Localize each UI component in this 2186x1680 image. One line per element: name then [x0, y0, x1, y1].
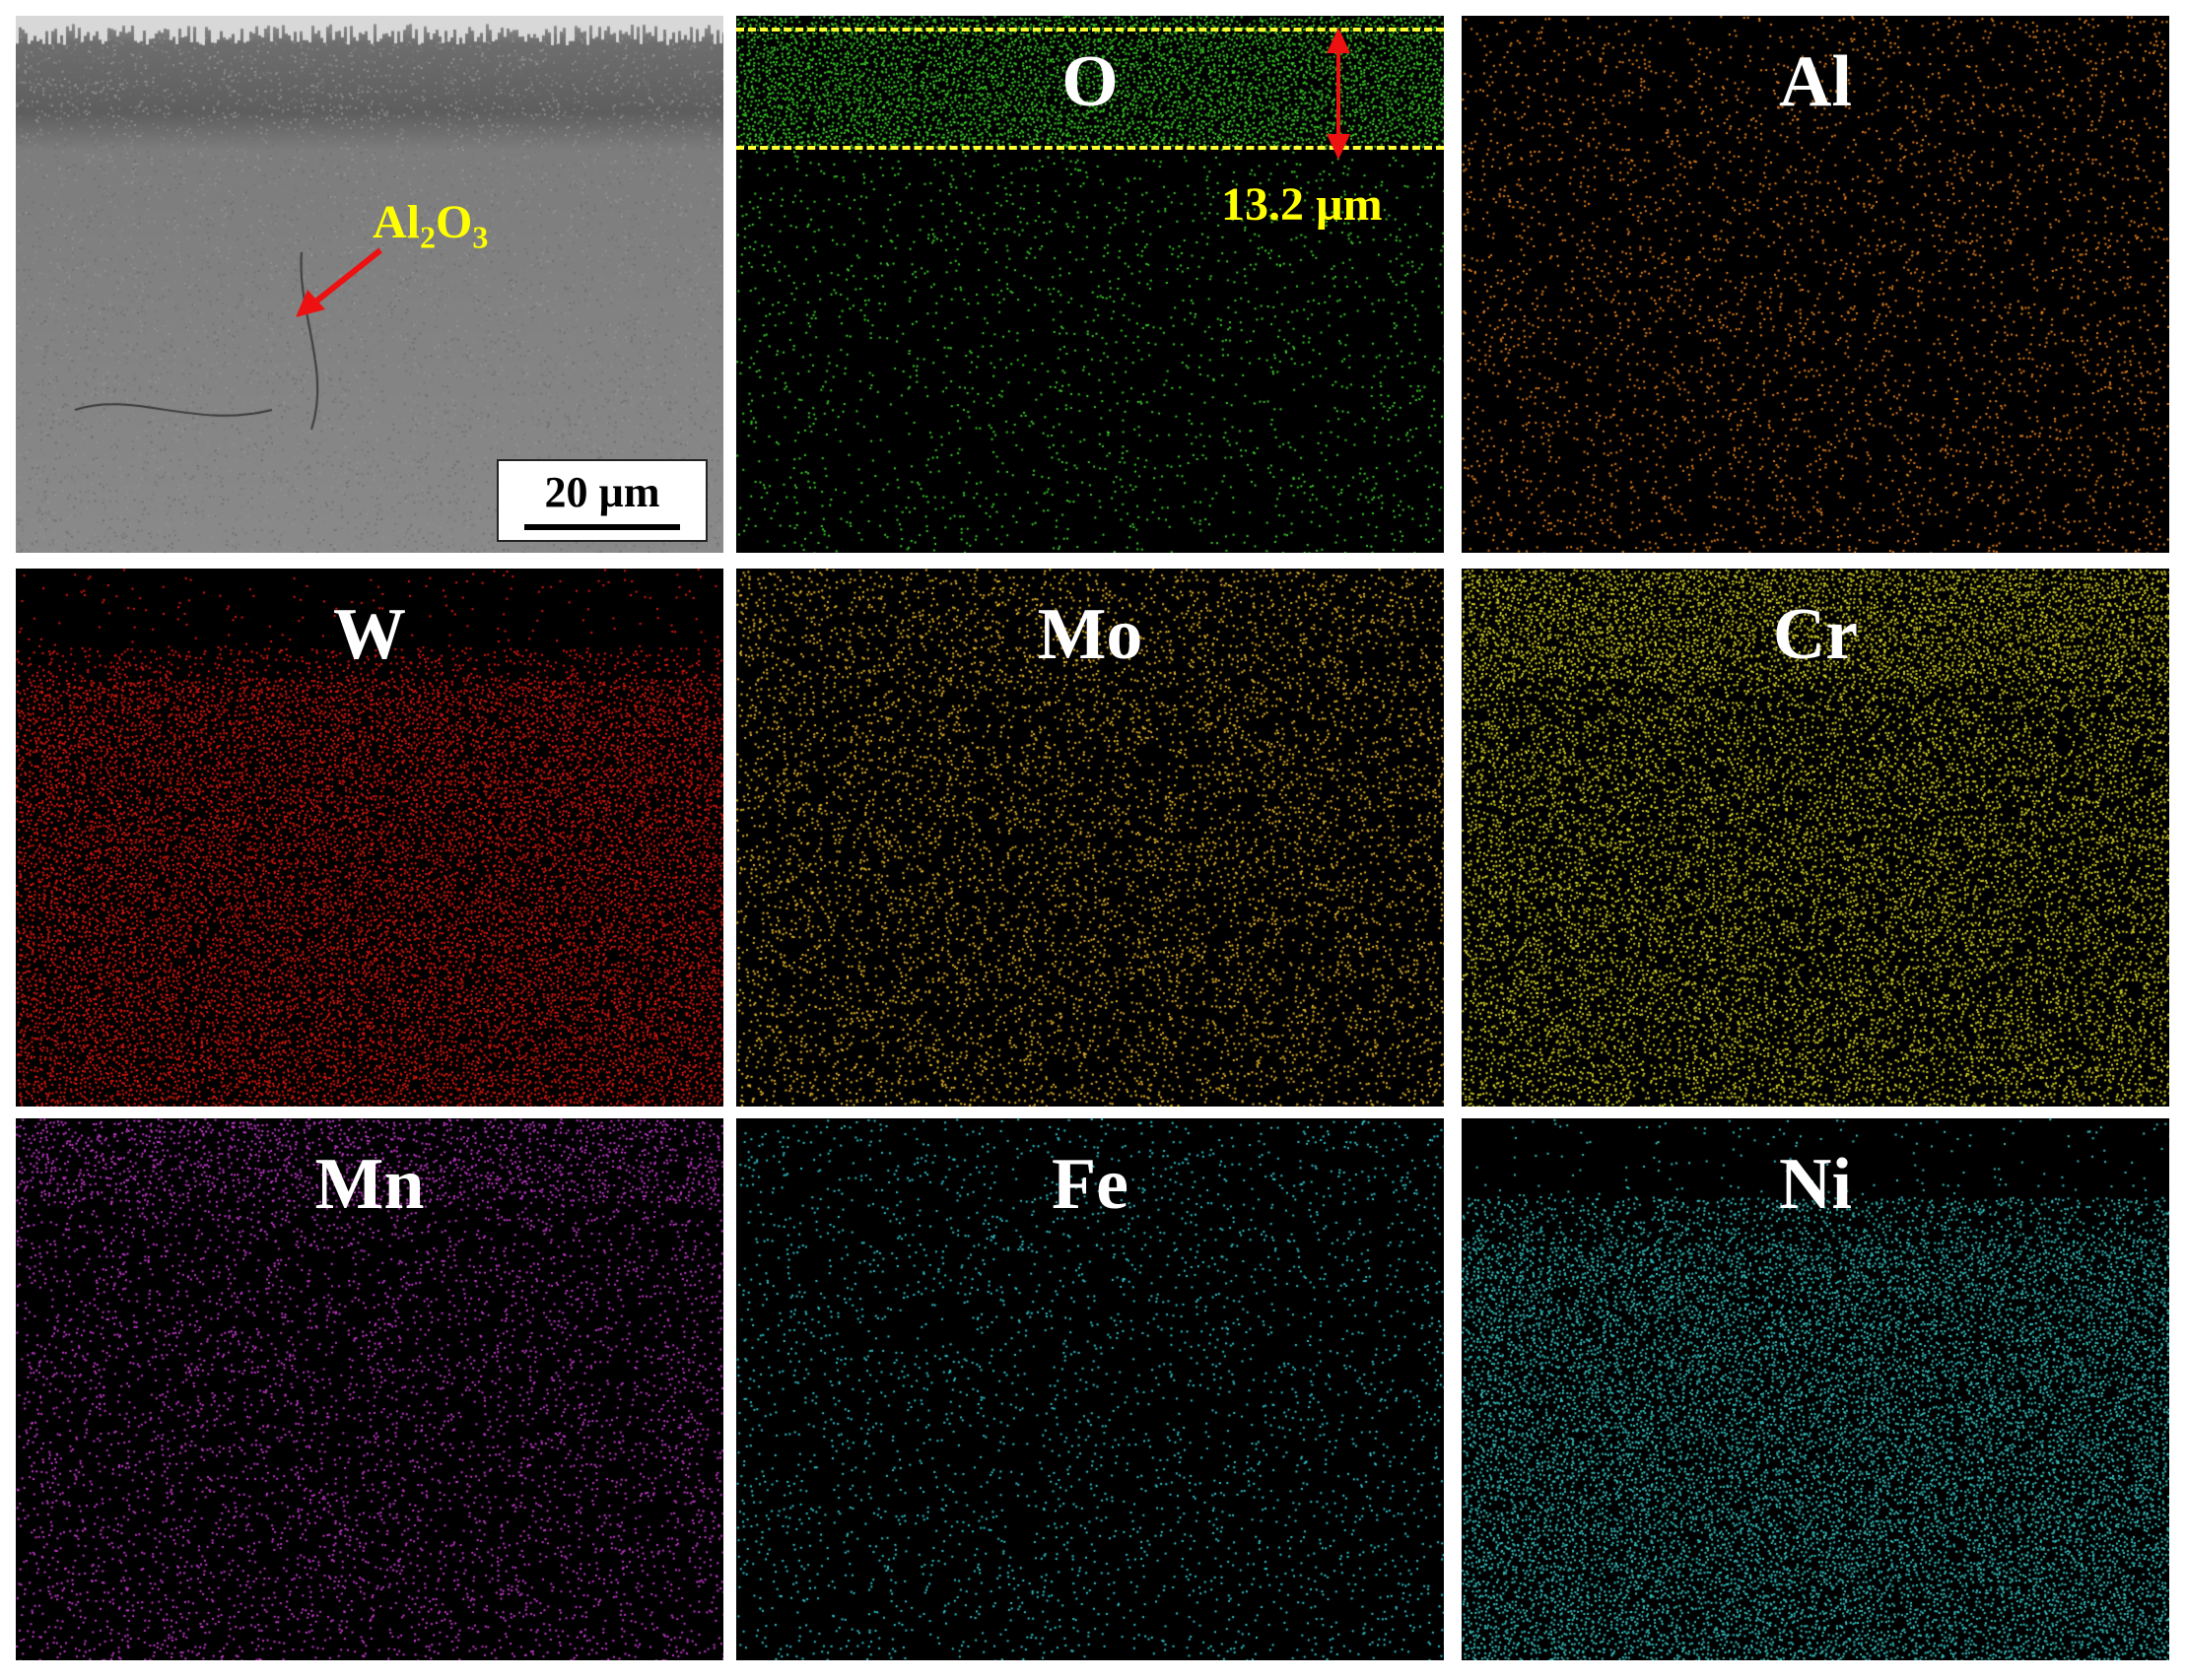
map-panel-fe: Fe: [736, 1118, 1444, 1660]
map-cr: [1462, 569, 2169, 1107]
oxide-top-line: [736, 28, 1444, 32]
map-panel-cr: Cr: [1462, 569, 2169, 1107]
map-panel-mo: Mo: [736, 569, 1444, 1107]
map-label-w: W: [333, 594, 406, 675]
scale-bar: 20 µm: [497, 459, 708, 542]
map-label-mn: Mn: [314, 1144, 425, 1225]
map-fe: [736, 1118, 1444, 1660]
red-arrow-icon: [296, 247, 382, 317]
map-panel-ni: Ni: [1462, 1118, 2169, 1660]
map-label-cr: Cr: [1772, 594, 1859, 675]
scale-bar-line: [524, 524, 680, 530]
map-mo: [736, 569, 1444, 1107]
map-w: [16, 569, 723, 1107]
map-panel-w: W: [16, 569, 723, 1107]
map-o: [736, 16, 1444, 553]
map-label-mo: Mo: [1037, 594, 1143, 675]
oxide-thickness-label: 13.2 µm: [1221, 178, 1383, 231]
map-mn: [16, 1118, 723, 1660]
map-panel-mn: Mn: [16, 1118, 723, 1660]
scale-bar-label: 20 µm: [544, 468, 660, 516]
map-panel-al: Al: [1462, 16, 2169, 553]
map-label-fe: Fe: [1051, 1144, 1129, 1225]
map-label-ni: Ni: [1779, 1144, 1852, 1225]
sem-image-panel: Al2O3 20 µm: [16, 16, 723, 553]
double-arrow-icon: [1327, 28, 1350, 160]
map-al: [1462, 16, 2169, 553]
oxide-bottom-line: [736, 146, 1444, 150]
map-ni: [1462, 1118, 2169, 1660]
map-panel-o: O 13.2 µm: [736, 16, 1444, 553]
al2o3-label: Al2O3: [373, 196, 489, 255]
map-label-o: O: [1061, 41, 1119, 122]
map-label-al: Al: [1779, 41, 1852, 122]
